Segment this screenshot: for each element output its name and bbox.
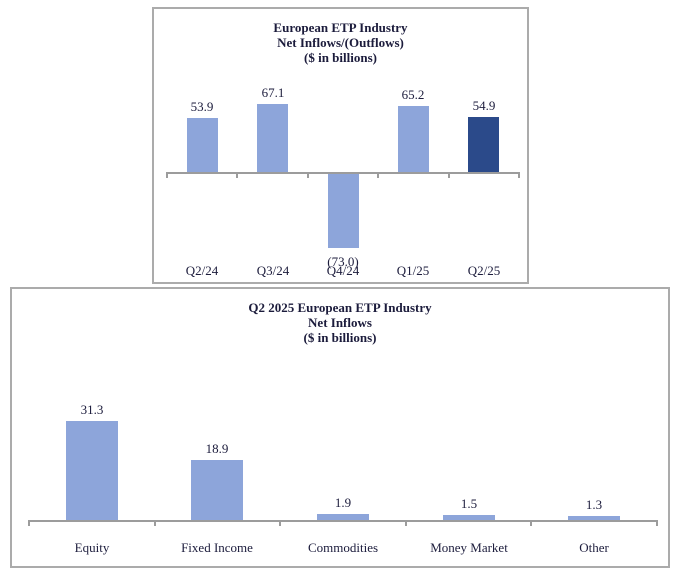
x-axis-tick: [518, 172, 520, 178]
x-axis-tick-label: Q2/24: [185, 263, 219, 278]
bar: [257, 104, 288, 172]
quarterly-net-flows-plot-area: 53.9 Q2/24 67.1 Q3/24 (73.0) Q4/24 65.2 Q1/25 54…: [154, 9, 527, 282]
x-axis-tick: [530, 520, 533, 526]
bar-value-label: 1.5: [460, 496, 478, 511]
asset-class-net-inflows-plot-area: 31.3 Equity 18.9 Fixed Income 1.9 Commodities…: [12, 289, 668, 566]
bar: [568, 516, 620, 520]
x-axis-tick: [447, 172, 450, 178]
bar: [443, 515, 495, 520]
x-axis-tick-label: Q3/24: [256, 263, 290, 278]
bar-value-label: 54.9: [472, 98, 496, 113]
x-axis-tick: [166, 172, 168, 178]
asset-class-net-inflows-chart: Q2 2025 European ETP Industry Net Inflow…: [10, 287, 670, 568]
bar-value-label: 53.9: [190, 99, 214, 114]
x-axis-tick: [279, 520, 282, 526]
bar-value-label: 1.9: [334, 495, 352, 510]
chart-title-line-3: ($ in billions): [303, 330, 377, 345]
x-axis-tick: [306, 172, 309, 178]
chart-title-line-2: Net Inflows/(Outflows): [277, 35, 404, 50]
chart-title-line-3: ($ in billions): [304, 50, 377, 65]
bar-value-label: 31.3: [80, 402, 104, 417]
quarterly-net-flows-chart: European ETP Industry Net Inflows/(Outfl…: [152, 7, 529, 284]
x-axis-tick: [236, 172, 239, 178]
bar: [187, 118, 218, 172]
x-axis-tick-label: Q2/25: [467, 263, 501, 278]
x-axis-tick-label: Commodities: [307, 540, 379, 555]
x-axis-tick: [377, 172, 380, 178]
chart-title-line-2: Net Inflows: [308, 315, 372, 330]
bar: [328, 174, 359, 248]
x-axis-tick-label: Equity: [74, 540, 110, 555]
x-axis-tick: [28, 520, 30, 526]
bar-value-label: (73.0): [327, 254, 359, 269]
bar-value-label: 1.3: [585, 497, 603, 512]
bar-value-label: 67.1: [261, 85, 285, 100]
x-axis-tick: [404, 520, 407, 526]
x-axis-tick-label: Other: [579, 540, 609, 555]
x-axis-tick: [153, 520, 156, 526]
bar-value-label: 18.9: [205, 441, 229, 456]
bar: [398, 106, 429, 172]
bar: [66, 421, 118, 520]
x-axis-tick-label: Fixed Income: [181, 540, 253, 555]
x-axis-tick-label: Q1/25: [396, 263, 430, 278]
bar: [191, 460, 243, 520]
x-axis-line: [167, 172, 519, 174]
bar: [317, 514, 369, 520]
x-axis-line: [29, 520, 657, 522]
chart-title-line-1: Q2 2025 European ETP Industry: [248, 300, 432, 315]
bar: [468, 117, 499, 172]
bar-value-label: 65.2: [401, 87, 425, 102]
x-axis-tick: [656, 520, 658, 526]
x-axis-tick-label: Q4/24: [326, 263, 360, 278]
chart-title: European ETP Industry Net Inflows/(Outfl…: [154, 20, 527, 65]
chart-title-line-1: European ETP Industry: [273, 20, 408, 35]
chart-title: Q2 2025 European ETP Industry Net Inflow…: [12, 300, 668, 345]
x-axis-tick-label: Money Market: [430, 540, 508, 555]
